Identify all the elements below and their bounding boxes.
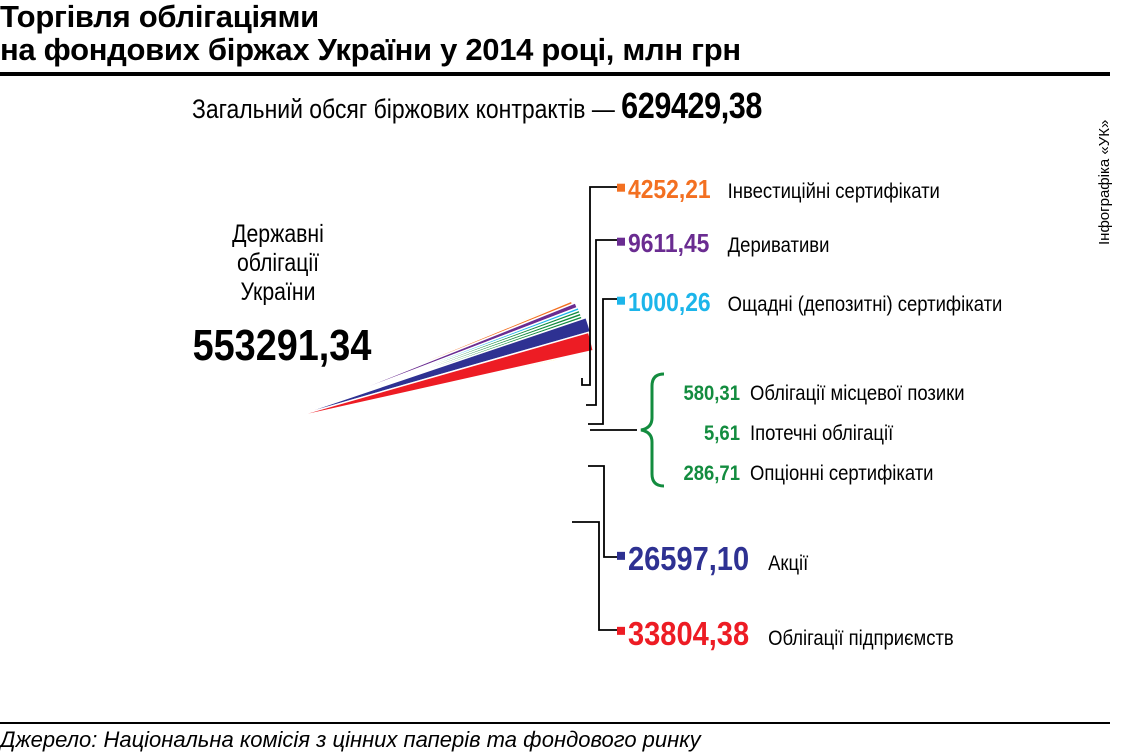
green-brace [640,372,665,488]
marker-облігації-підприємств [617,626,625,635]
value-опціонні-сертифікати: 286,71 [684,462,740,485]
value-державні-облігації-україни: 553291,34 [193,320,372,369]
top-rule [0,72,1110,76]
label-state-bonds-line-1: Державні [232,219,324,247]
total-volume: Загальний обсяг біржових контрактів — 62… [192,88,762,127]
chart-title: Торгівля облігаціями на фондових біржах … [0,0,1110,66]
value-ощадні-депозитні-сертифікати: 1000,26 [628,289,711,318]
title-line-2: на фондових біржах України у 2014 році, … [0,32,741,67]
label-state-bonds-line-2: облігації [237,248,320,276]
value-деривативи: 9611,45 [628,230,709,259]
title-line-1: Торгівля облігаціями [0,0,319,34]
leader-облігації-підприємств [572,521,618,631]
total-label: Загальний обсяг біржових контрактів — [192,94,615,124]
pie-slices [282,300,595,421]
marker-акції [617,551,625,560]
label-іпотечні-облігації: Іпотечні облігації [750,422,894,445]
leader-інвестиційні-сертифікати [581,186,618,386]
slice-облігації-підприємств [282,331,595,421]
label-опціонні-сертифікати: Опціонні сертифікати [750,462,934,485]
marker-ощадні-депозитні-сертифікати [617,296,625,305]
label-інвестиційні-сертифікати: Інвестиційні сертифікати [728,180,940,203]
label-деривативи: Деривативи [728,234,830,257]
label-ощадні-депозитні-сертифікати: Ощадні (депозитні) сертифікати [728,293,1003,316]
bottom-rule [0,722,1110,724]
leader-lines [572,186,665,631]
total-value: 629429,38 [621,85,763,126]
source-note: Джерело: Національна комісія з цінних па… [0,727,701,752]
value-акції: 26597,10 [628,540,749,577]
leader-акції [588,465,618,558]
label-облігації-місцевої-позики: Облігації місцевої позики [750,382,965,405]
label-акції: Акції [768,552,809,575]
value-іпотечні-облігації: 5,61 [704,422,740,445]
leader-ощадні-депозитні-сертифікати [588,298,618,425]
marker-деривативи [617,237,625,246]
value-облігації-місцевої-позики: 580,31 [684,382,740,405]
value-облігації-підприємств: 33804,38 [628,615,749,652]
label-облігації-підприємств: Облігації підприємств [768,627,954,650]
slice-labels: 4252,21 Інвестиційні сертифікати 9611,45 Де… [193,176,1003,653]
value-інвестиційні-сертифікати: 4252,21 [628,176,711,205]
marker-інвестиційні-сертифікати [617,183,625,192]
label-state-bonds-line-3: України [241,277,316,305]
leader-деривативи [586,239,618,406]
